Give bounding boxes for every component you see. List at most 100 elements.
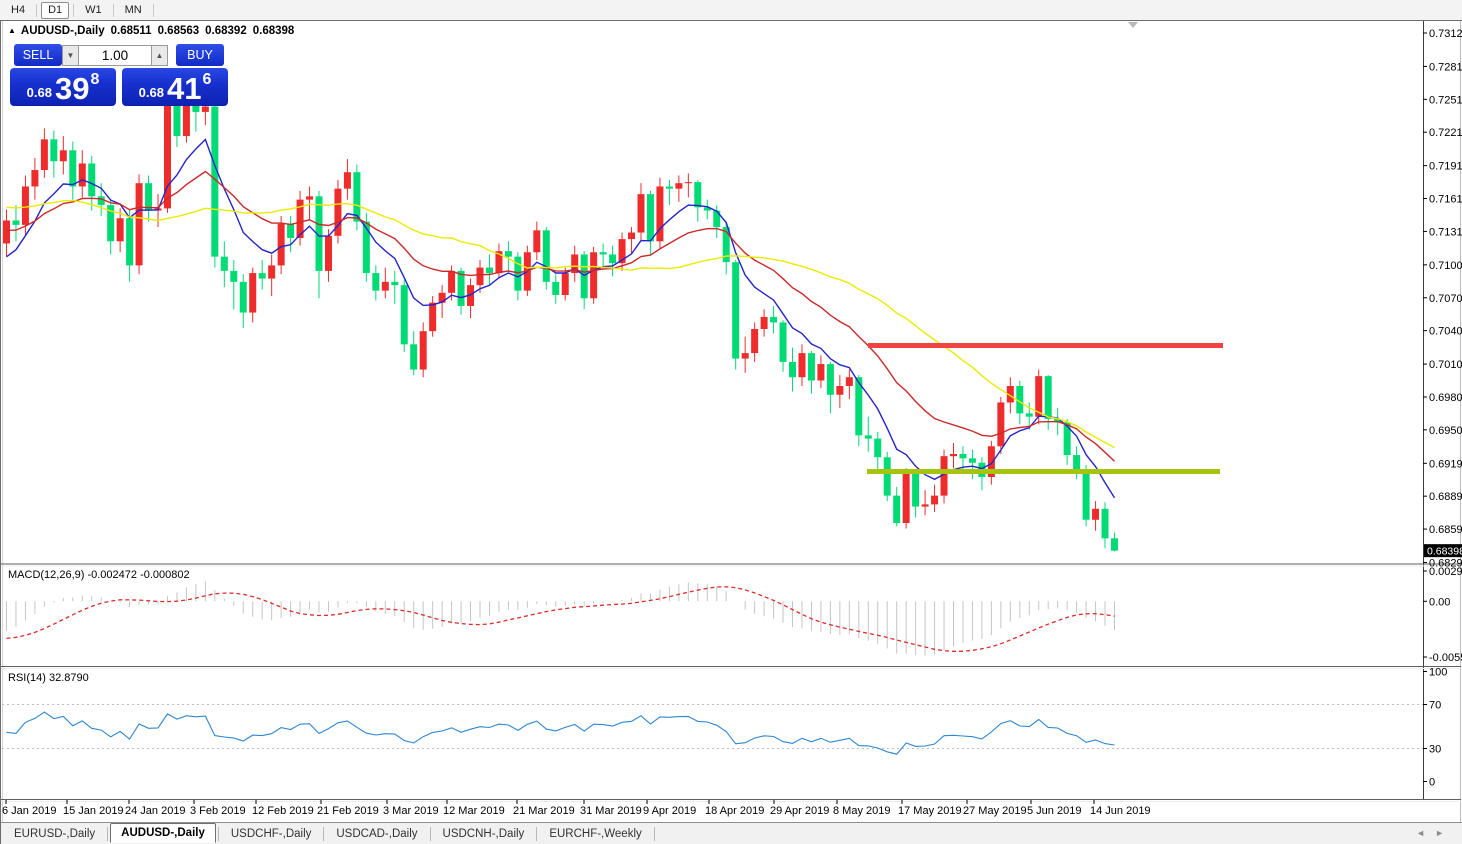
candle bbox=[912, 473, 920, 507]
time-axis-label: 27 May 2019 bbox=[963, 805, 1027, 817]
candle bbox=[713, 210, 721, 228]
volume-decrease-button[interactable]: ▼ bbox=[62, 45, 79, 66]
symbol-tab-eurchf[interactable]: EURCHF-,Weekly bbox=[549, 827, 642, 840]
candle bbox=[296, 199, 304, 239]
time-axis-label: 9 Apr 2019 bbox=[643, 805, 696, 817]
volume-increase-button[interactable]: ▲ bbox=[151, 45, 168, 66]
candle bbox=[940, 456, 948, 496]
candle bbox=[410, 344, 418, 370]
candle bbox=[893, 495, 901, 524]
candle bbox=[78, 163, 86, 187]
time-axis-label: 3 Feb 2019 bbox=[190, 805, 246, 817]
toolbar-separator bbox=[112, 3, 114, 17]
tab-separator bbox=[653, 826, 655, 841]
candle bbox=[381, 281, 389, 291]
candle bbox=[192, 105, 200, 112]
price-axis-label: 0.70705 bbox=[1429, 293, 1462, 305]
time-axis-label: 21 Feb 2019 bbox=[317, 805, 379, 817]
time-axis-label: 21 Mar 2019 bbox=[513, 805, 575, 817]
ohlc-high: 0.68563 bbox=[157, 25, 200, 37]
candle bbox=[1092, 508, 1100, 520]
price-axis-label: 0.68895 bbox=[1429, 491, 1462, 503]
rsi-axis-label: 100 bbox=[1429, 667, 1447, 679]
timeframe-button-d1[interactable]: D1 bbox=[41, 1, 70, 19]
candle bbox=[637, 194, 645, 233]
candle bbox=[883, 457, 891, 496]
tab-separator bbox=[323, 826, 325, 841]
candle bbox=[40, 139, 48, 171]
candle bbox=[807, 353, 815, 381]
candle bbox=[1044, 376, 1052, 419]
candle bbox=[798, 353, 806, 378]
candle bbox=[173, 103, 181, 137]
ohlc-close: 0.68398 bbox=[252, 25, 295, 37]
candle bbox=[675, 183, 683, 189]
macd-axis-label: 0.002997 bbox=[1429, 566, 1462, 578]
candle bbox=[770, 316, 778, 323]
symbol-tab-audusd[interactable]: AUDUSD-,Daily bbox=[110, 822, 216, 843]
timeframe-button-h4[interactable]: H4 bbox=[11, 3, 26, 16]
candle bbox=[987, 446, 995, 477]
rsi-axis-label: 0 bbox=[1429, 777, 1435, 789]
timeframe-toolbar: H4 D1 W1 MN bbox=[0, 0, 1462, 20]
timeframe-button-w1[interactable]: W1 bbox=[85, 3, 102, 16]
symbol-tab-usdcad[interactable]: USDCAD-,Daily bbox=[336, 827, 418, 840]
symbol-tab-eurusd[interactable]: EURUSD-,Daily bbox=[14, 827, 96, 840]
candle bbox=[249, 273, 257, 313]
time-axis-label: 15 Jan 2019 bbox=[63, 805, 124, 817]
volume-spinner: ▼ 1.00 ▲ bbox=[62, 45, 168, 66]
candle bbox=[107, 205, 115, 242]
candle bbox=[959, 453, 967, 459]
price-axis-label: 0.72215 bbox=[1429, 127, 1462, 139]
candle bbox=[353, 172, 361, 222]
symbol-name: AUDUSD-,Daily bbox=[20, 25, 105, 37]
time-axis-label: 6 Jan 2019 bbox=[2, 805, 56, 817]
time-axis-label: 12 Mar 2019 bbox=[443, 805, 505, 817]
candle bbox=[931, 495, 939, 505]
candle bbox=[287, 223, 295, 239]
candle bbox=[324, 235, 332, 271]
candle bbox=[826, 364, 834, 395]
tab-scroll-left-icon[interactable]: ◄ bbox=[1416, 828, 1436, 838]
candle bbox=[1054, 418, 1062, 423]
candle bbox=[21, 186, 29, 225]
candle bbox=[448, 270, 456, 293]
candle bbox=[665, 186, 673, 189]
candle bbox=[239, 281, 247, 313]
candle bbox=[419, 331, 427, 370]
timeframe-button-mn[interactable]: MN bbox=[124, 3, 142, 16]
time-axis-label: 8 May 2019 bbox=[833, 805, 890, 817]
volume-input[interactable]: 1.00 bbox=[79, 45, 151, 66]
candle bbox=[268, 265, 276, 279]
sell-price-box[interactable]: 0.68 39 8 bbox=[10, 68, 116, 106]
candle bbox=[230, 270, 238, 282]
buy-price-box[interactable]: 0.68 41 6 bbox=[122, 68, 228, 106]
tab-scroll-right-icon[interactable]: ► bbox=[1435, 828, 1454, 838]
symbol-tab-usdcnh[interactable]: USDCNH-,Daily bbox=[442, 827, 525, 840]
candle bbox=[438, 292, 446, 303]
candle bbox=[855, 377, 863, 436]
collapse-triangle-icon[interactable]: ▲ bbox=[8, 26, 16, 35]
candle bbox=[258, 273, 266, 279]
candle bbox=[722, 227, 730, 263]
candle bbox=[817, 364, 825, 381]
tab-separator bbox=[107, 826, 109, 841]
buy-price-pip: 6 bbox=[202, 71, 212, 88]
buy-button[interactable]: BUY bbox=[176, 44, 224, 66]
price-axis-label: 0.72515 bbox=[1429, 94, 1462, 106]
candle bbox=[874, 438, 882, 458]
symbol-tab-usdchf[interactable]: USDCHF-,Daily bbox=[230, 827, 312, 840]
tab-separator bbox=[536, 826, 538, 841]
price-axis-label: 0.69195 bbox=[1429, 458, 1462, 470]
time-axis-label: 29 Apr 2019 bbox=[770, 805, 829, 817]
tab-separator bbox=[429, 826, 431, 841]
candle bbox=[590, 252, 598, 299]
sell-button[interactable]: SELL bbox=[14, 44, 62, 66]
